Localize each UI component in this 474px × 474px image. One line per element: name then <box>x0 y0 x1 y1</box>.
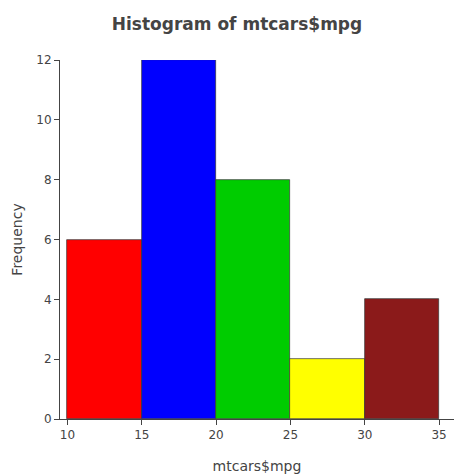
svg-text:6: 6 <box>44 233 52 247</box>
svg-text:Frequency: Frequency <box>9 203 25 275</box>
svg-text:mtcars$mpg: mtcars$mpg <box>213 458 302 474</box>
svg-text:12: 12 <box>36 53 51 67</box>
svg-text:10: 10 <box>36 113 51 127</box>
svg-text:25: 25 <box>283 428 298 442</box>
svg-text:2: 2 <box>44 352 52 366</box>
svg-text:8: 8 <box>44 173 52 187</box>
svg-text:20: 20 <box>208 428 223 442</box>
svg-text:0: 0 <box>44 412 52 426</box>
svg-text:10: 10 <box>60 428 75 442</box>
svg-text:15: 15 <box>134 428 149 442</box>
svg-text:35: 35 <box>431 428 446 442</box>
svg-text:30: 30 <box>357 428 372 442</box>
svg-text:Histogram of mtcars$mpg: Histogram of mtcars$mpg <box>112 14 362 34</box>
svg-text:4: 4 <box>44 293 52 307</box>
